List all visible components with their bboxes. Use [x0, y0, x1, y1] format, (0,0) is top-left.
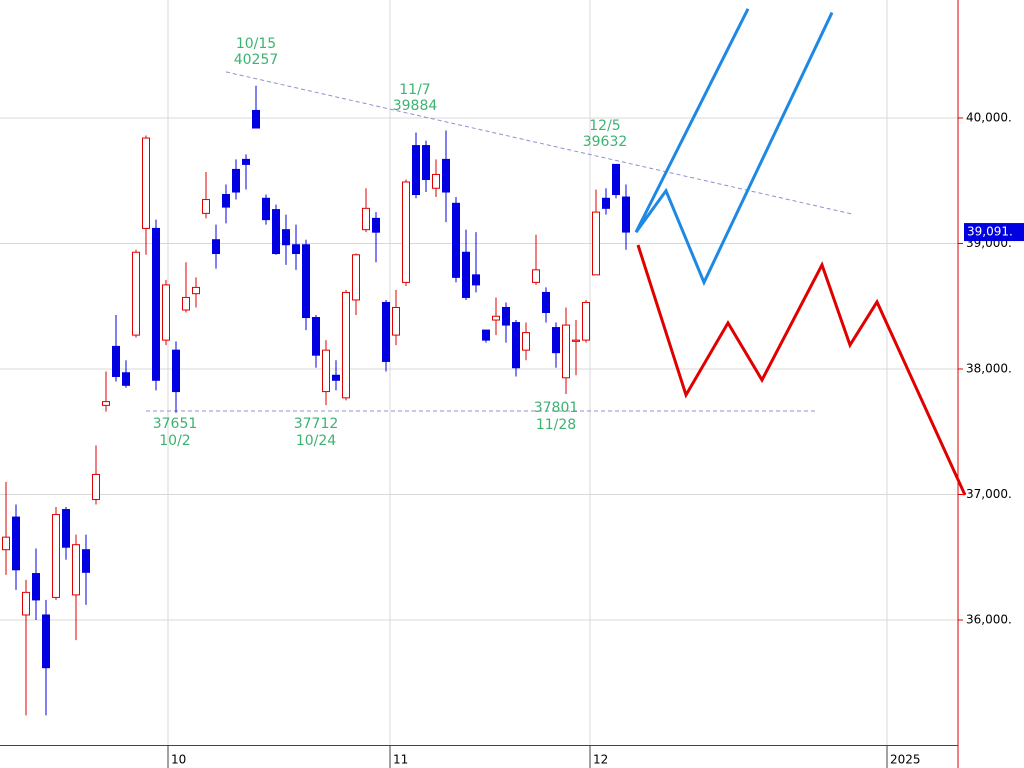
candle-body: [432, 173, 440, 189]
candle-body: [482, 329, 490, 341]
candle-body: [492, 315, 500, 321]
grid: [0, 0, 958, 746]
candle-body: [182, 296, 190, 311]
annotation-date: 10/2: [159, 433, 190, 449]
candle-body: [152, 227, 160, 381]
candle-body: [622, 196, 630, 233]
last-price-box: [964, 223, 1024, 242]
annotation-date: 11/28: [536, 417, 576, 433]
annotation-date: 10/24: [296, 433, 336, 449]
candle-body: [122, 372, 130, 386]
candle-body: [212, 239, 220, 255]
annotation-value: 37651: [153, 416, 198, 432]
candle-body: [612, 163, 620, 196]
candle-body: [272, 209, 280, 255]
candle-body: [22, 591, 30, 616]
candle-body: [292, 244, 300, 255]
candle-body: [322, 349, 330, 393]
x-tick-label: 10: [171, 753, 186, 767]
candle-body: [42, 614, 50, 669]
candle-body: [2, 536, 10, 551]
axes: 36,000.37,000.38,000.39,000.40,000.10 11 1…: [167, 110, 1024, 768]
candle-body: [12, 516, 20, 571]
annotation-value: 39632: [583, 134, 628, 150]
candle-body: [142, 137, 150, 229]
candle-body: [412, 145, 420, 196]
candle-body: [192, 286, 200, 295]
candle-body: [462, 251, 470, 298]
drawn-lines: [146, 8, 967, 496]
candle-body: [392, 306, 400, 336]
x-tick-label: 11: [393, 753, 408, 767]
candle-body: [602, 197, 610, 209]
annotation-value: 37801: [534, 400, 579, 416]
candle-body: [582, 301, 590, 341]
candle-body: [502, 306, 510, 326]
candle-body: [442, 158, 450, 193]
candle-body: [342, 291, 350, 399]
candle-body: [242, 158, 250, 165]
y-tick-label: 36,000.: [966, 612, 1012, 626]
candle-body: [362, 207, 370, 231]
x-tick-label: 12: [593, 753, 608, 767]
x-tick-label: 2025: [890, 753, 921, 767]
candle-body: [102, 401, 110, 406]
annotation-value: 39884: [393, 98, 438, 114]
candle-body: [592, 211, 600, 276]
drawn-line: [634, 11, 834, 287]
drawn-line: [636, 244, 967, 496]
candle-body: [222, 194, 230, 208]
annotation-date: 11/7: [399, 82, 430, 98]
candles: [2, 85, 630, 716]
candle-body: [62, 509, 70, 548]
annotation-value: 37712: [294, 416, 339, 432]
candle-body: [402, 181, 410, 283]
candle-body: [262, 197, 270, 221]
candle-body: [32, 573, 40, 601]
candle-body: [562, 324, 570, 379]
candle-body: [572, 339, 580, 342]
candle-body: [452, 202, 460, 278]
candle-body: [112, 345, 120, 378]
candle-body: [522, 332, 530, 351]
candle-body: [312, 317, 320, 356]
last-price-label: 39,091.: [967, 225, 1013, 239]
candle-body: [52, 514, 60, 598]
candle-body: [422, 145, 430, 180]
candle-body: [532, 269, 540, 283]
drawn-line: [634, 8, 750, 233]
y-tick-label: 40,000.: [966, 110, 1012, 124]
candle-body: [252, 109, 260, 129]
candle-body: [282, 229, 290, 246]
candle-body: [172, 349, 180, 393]
y-tick-label: 37,000.: [966, 487, 1012, 501]
candle-body: [352, 254, 360, 301]
annotation-date: 10/15: [236, 36, 276, 52]
annotation-value: 40257: [234, 52, 279, 68]
candle-body: [82, 549, 90, 573]
candle-body: [232, 168, 240, 193]
candle-body: [302, 244, 310, 319]
annotation-date: 12/5: [589, 118, 620, 134]
candle-body: [542, 291, 550, 314]
drawn-line: [225, 71, 853, 215]
candle-body: [202, 199, 210, 214]
y-tick-label: 38,000.: [966, 361, 1012, 375]
candle-body: [472, 274, 480, 286]
candle-body: [512, 322, 520, 369]
candle-body: [552, 327, 560, 354]
candle-body: [162, 284, 170, 341]
candle-body: [382, 301, 390, 362]
candle-body: [332, 374, 340, 381]
candle-body: [92, 473, 100, 501]
candle-body: [72, 544, 80, 596]
candle-body: [372, 217, 380, 233]
candle-body: [132, 251, 140, 336]
